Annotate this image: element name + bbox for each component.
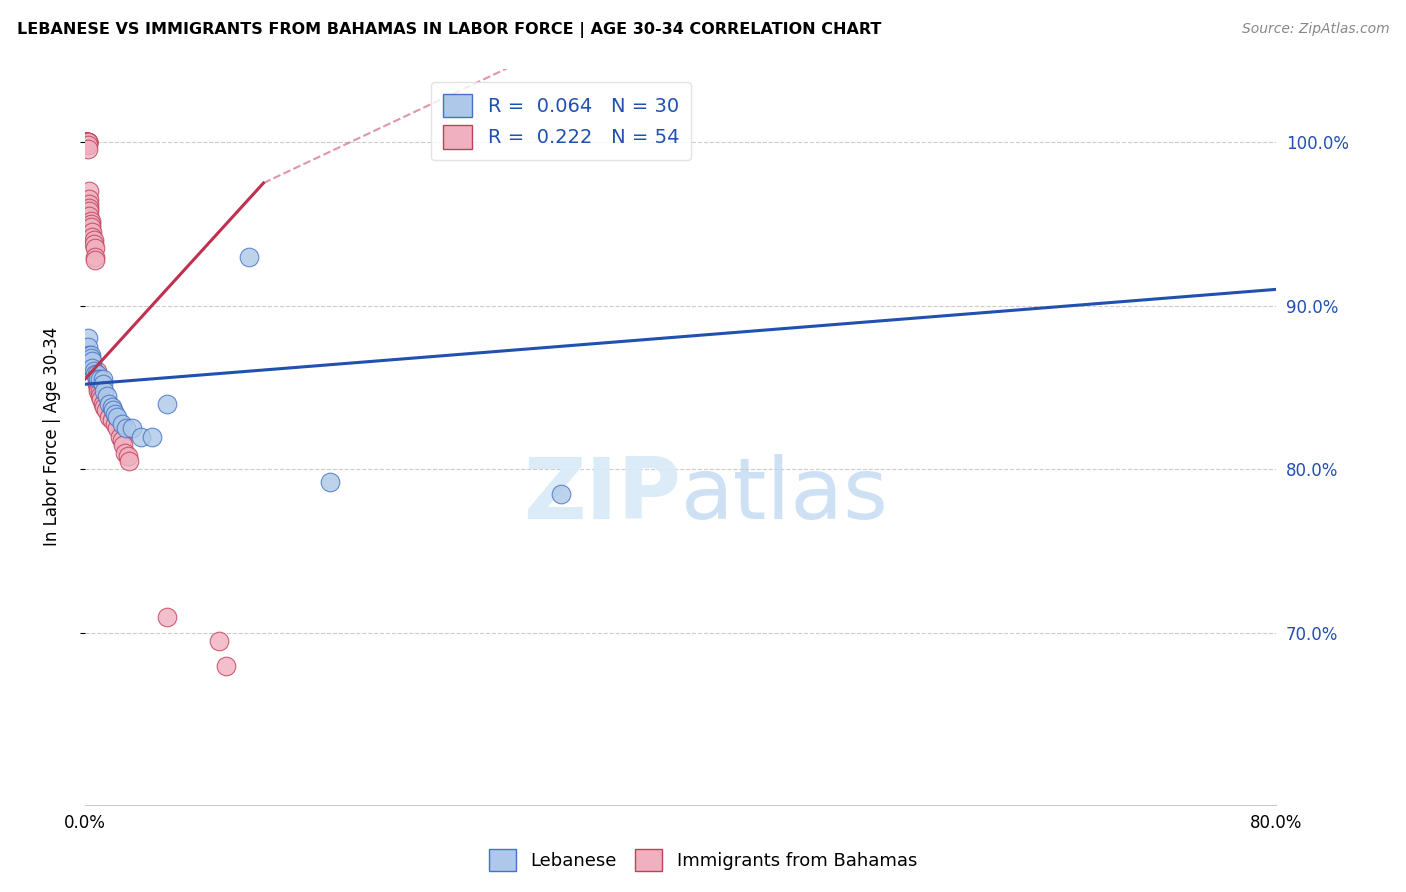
Point	[82, 360, 104, 375]
Text: LEBANESE VS IMMIGRANTS FROM BAHAMAS IN LABOR FORCE | AGE 30-34 CORRELATION CHART: LEBANESE VS IMMIGRANTS FROM BAHAMAS IN L…	[17, 22, 882, 38]
Point	[80, 217, 103, 231]
Point	[101, 403, 124, 417]
Point	[76, 138, 98, 153]
Point	[75, 135, 97, 149]
Text: ZIP: ZIP	[523, 454, 681, 537]
Point	[121, 421, 143, 435]
Point	[91, 377, 114, 392]
Point	[86, 364, 108, 378]
Point	[89, 389, 111, 403]
Point	[76, 142, 98, 156]
Point	[86, 368, 108, 382]
Point	[75, 135, 97, 149]
Point	[156, 397, 179, 411]
Point	[89, 372, 111, 386]
Point	[75, 135, 97, 149]
Point	[76, 135, 98, 149]
Point	[77, 197, 100, 211]
Point	[76, 135, 98, 149]
Point	[77, 184, 100, 198]
Point	[141, 429, 163, 443]
Point	[77, 203, 100, 218]
Point	[91, 397, 114, 411]
Point	[76, 135, 98, 149]
Point	[84, 242, 107, 256]
Point	[111, 417, 134, 431]
Point	[80, 220, 103, 235]
Point	[76, 135, 98, 149]
Point	[83, 233, 105, 247]
Point	[112, 438, 135, 452]
Point	[86, 372, 108, 386]
Point	[75, 135, 97, 149]
Point	[87, 380, 110, 394]
Point	[118, 454, 141, 468]
Point	[107, 409, 129, 424]
Point	[89, 384, 111, 398]
Point	[84, 250, 107, 264]
Point	[131, 429, 153, 443]
Text: Source: ZipAtlas.com: Source: ZipAtlas.com	[1241, 22, 1389, 37]
Point	[90, 392, 112, 406]
Point	[80, 213, 103, 227]
Point	[76, 340, 98, 354]
Point	[80, 351, 103, 365]
Point	[75, 135, 97, 149]
Point	[75, 135, 97, 149]
Point	[107, 421, 129, 435]
Point	[86, 377, 108, 392]
Point	[77, 209, 100, 223]
Point	[84, 252, 107, 267]
Point	[82, 225, 104, 239]
Text: atlas: atlas	[681, 454, 889, 537]
Point	[82, 354, 104, 368]
Point	[117, 449, 139, 463]
Point	[110, 429, 132, 443]
Point	[75, 135, 97, 149]
Point	[97, 409, 120, 424]
Point	[83, 364, 105, 378]
Legend: R =  0.064   N = 30, R =  0.222   N = 54: R = 0.064 N = 30, R = 0.222 N = 54	[432, 82, 692, 161]
Point	[77, 193, 100, 207]
Point	[80, 348, 103, 362]
Point	[87, 384, 110, 398]
Point	[77, 348, 100, 362]
Point	[115, 421, 138, 435]
Point	[215, 658, 238, 673]
Point	[82, 230, 104, 244]
Point	[114, 446, 136, 460]
Point	[100, 413, 122, 427]
Point	[76, 331, 98, 345]
Point	[77, 201, 100, 215]
Point	[97, 397, 120, 411]
Point	[208, 634, 231, 648]
Point	[96, 389, 118, 403]
Point	[319, 475, 342, 490]
Point	[111, 433, 134, 447]
Point	[103, 417, 125, 431]
Legend: Lebanese, Immigrants from Bahamas: Lebanese, Immigrants from Bahamas	[482, 842, 924, 879]
Point	[100, 400, 122, 414]
Point	[87, 372, 110, 386]
Point	[93, 400, 115, 414]
Point	[91, 372, 114, 386]
Point	[84, 368, 107, 382]
Point	[238, 250, 260, 264]
Point	[156, 609, 179, 624]
Point	[94, 403, 117, 417]
Y-axis label: In Labor Force | Age 30-34: In Labor Force | Age 30-34	[44, 327, 60, 546]
Point	[93, 384, 115, 398]
Point	[103, 407, 125, 421]
Point	[83, 236, 105, 251]
Point	[76, 135, 98, 149]
Point	[550, 487, 572, 501]
